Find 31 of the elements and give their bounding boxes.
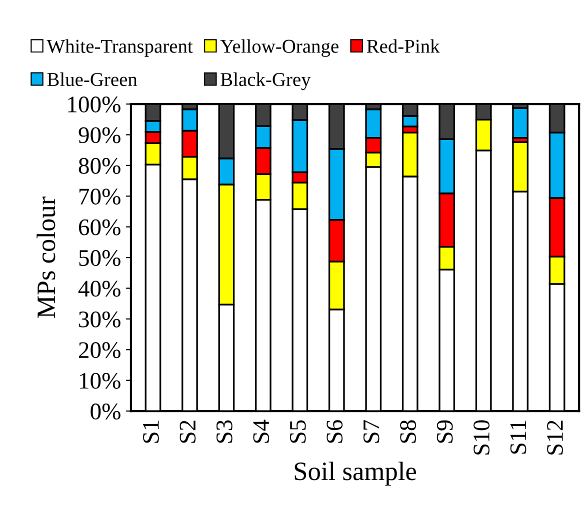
x-tick-label: S2: [180, 420, 196, 443]
y-tick-label: 80%: [78, 158, 120, 174]
legend-label: Black-Grey: [220, 72, 311, 90]
x-tick-label: S7: [363, 420, 380, 443]
x-tick-label: S9: [436, 420, 453, 443]
legend-label: Yellow-Orange: [220, 39, 338, 57]
legend-label: Red-Pink: [366, 39, 440, 53]
x-tick-label: S11: [510, 420, 526, 454]
x-tick-label: S3: [216, 420, 232, 443]
x-axis-title: Soil sample: [294, 462, 416, 486]
y-tick-label: 100%: [68, 96, 120, 113]
bar: [512, 107, 528, 139]
y-tick-label: 0%: [90, 404, 120, 420]
y-tick-label: 10%: [80, 372, 120, 389]
x-tick-label: S8: [400, 420, 416, 443]
y-axis-title: MPs colour: [36, 196, 56, 318]
y-tick-label: 70%: [80, 188, 120, 205]
x-tick-label: S4: [253, 420, 270, 443]
y-tick-label: 90%: [78, 127, 120, 144]
y-tick-label: 20%: [78, 342, 120, 358]
x-tick-label: S10: [474, 420, 490, 455]
x-tick-label: S5: [290, 420, 306, 443]
legend-label: White-Transparent: [46, 39, 193, 57]
x-tick-label: S6: [326, 420, 343, 443]
y-tick-label: 50%: [79, 250, 120, 266]
y-tick-label: 60%: [78, 219, 120, 236]
y-tick-label: 40%: [78, 280, 120, 297]
x-tick-label: S1: [143, 420, 159, 443]
y-tick-label: 30%: [79, 311, 120, 328]
legend-label: Blue-Green: [47, 72, 138, 86]
x-tick-label: S12: [547, 420, 563, 455]
